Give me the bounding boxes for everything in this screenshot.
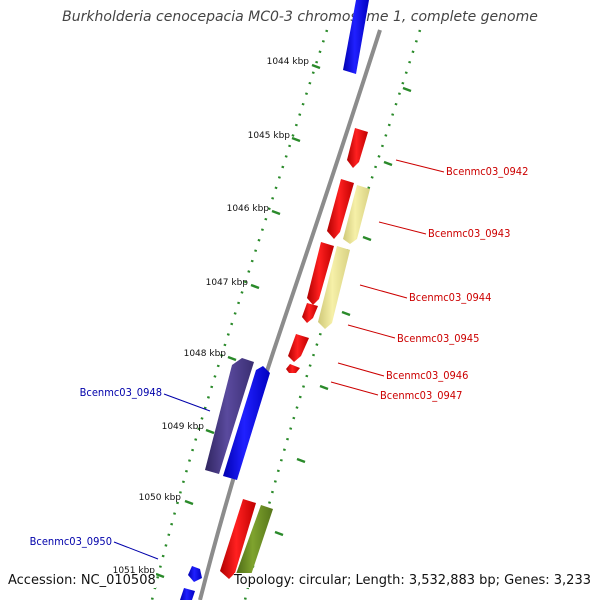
- gene-feature[interactable]: [343, 185, 370, 244]
- gene-label[interactable]: Bcenmc03_0950: [30, 535, 112, 548]
- gene-feature[interactable]: [180, 588, 195, 600]
- ruler-tick: [205, 428, 215, 435]
- gene-label[interactable]: Bcenmc03_0947: [380, 389, 462, 402]
- ruler-tick: [227, 355, 237, 362]
- ruler-tick: [291, 136, 301, 143]
- ruler-tick-label: 1049 kbp: [162, 422, 205, 432]
- ruler-tick: [311, 63, 321, 70]
- gene-label[interactable]: Bcenmc03_0948: [80, 386, 162, 399]
- gene-feature[interactable]: [347, 128, 368, 168]
- ruler-tick-label: 1051 kbp: [113, 566, 156, 576]
- ruler-tick: [250, 283, 260, 290]
- label-leaders: [113, 159, 445, 560]
- gene-label[interactable]: Bcenmc03_0942: [446, 165, 528, 178]
- gene-label[interactable]: Bcenmc03_0944: [409, 291, 491, 304]
- gene-label[interactable]: Bcenmc03_0945: [397, 332, 479, 345]
- gene-feature[interactable]: [220, 499, 256, 579]
- ruler-tick: [271, 209, 281, 216]
- gene-feature[interactable]: [307, 242, 334, 305]
- gene-feature[interactable]: [327, 179, 354, 239]
- ruler-tick-label: 1046 kbp: [227, 204, 270, 214]
- gene-features: [180, 0, 370, 600]
- gene-label[interactable]: Bcenmc03_0943: [428, 227, 510, 240]
- ruler-tick: [184, 499, 194, 506]
- gene-feature[interactable]: [188, 566, 202, 582]
- chromosome-backbone: [198, 29, 382, 600]
- accession-text: Accession: NC_010508: [8, 573, 156, 588]
- map-title: Burkholderia cenocepacia MC0-3 chromosom…: [62, 9, 538, 25]
- gene-label[interactable]: Bcenmc03_0946: [386, 369, 468, 382]
- feature-track-ticks: [274, 86, 412, 537]
- gene-feature[interactable]: [286, 364, 300, 373]
- gene-feature[interactable]: [343, 0, 369, 74]
- gene-feature[interactable]: [205, 358, 254, 474]
- genome-summary-text: Topology: circular; Length: 3,532,883 bp…: [233, 573, 591, 588]
- gene-feature[interactable]: [318, 246, 350, 329]
- ruler-tick-label: 1048 kbp: [184, 349, 227, 359]
- gene-feature[interactable]: [288, 334, 309, 362]
- gene-labels: Bcenmc03_0942 Bcenmc03_0943 Bcenmc03_094…: [30, 165, 529, 548]
- gene-feature[interactable]: [302, 303, 318, 323]
- ruler-tick-label: 1045 kbp: [248, 131, 291, 141]
- gene-feature[interactable]: [223, 366, 270, 480]
- ruler-tick-label: 1044 kbp: [267, 57, 310, 67]
- ruler-tick-label: 1047 kbp: [206, 278, 249, 288]
- ruler-ticks: [155, 63, 321, 579]
- ruler-tick: [155, 572, 165, 579]
- ruler-tick-label: 1050 kbp: [139, 493, 182, 503]
- ruler-labels: 1044 kbp 1045 kbp 1046 kbp 1047 kbp 1048…: [113, 57, 310, 576]
- gene-feature[interactable]: [236, 505, 273, 580]
